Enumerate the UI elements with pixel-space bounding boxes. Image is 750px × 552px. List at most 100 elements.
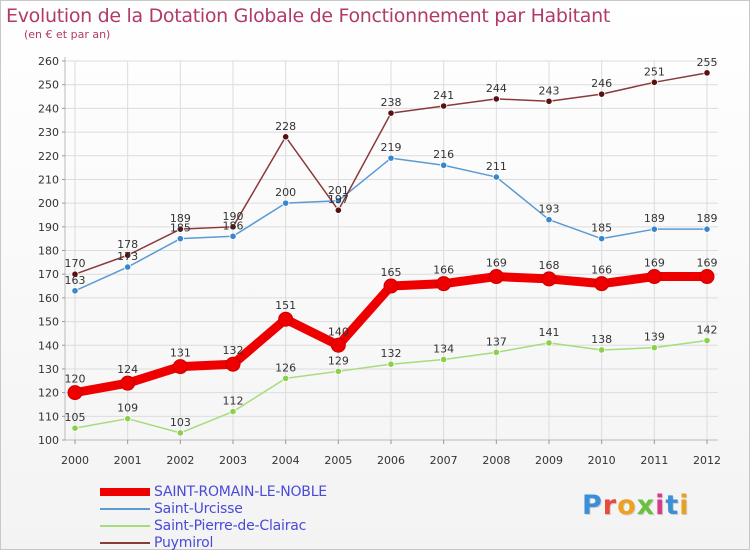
- data-label: 241: [433, 89, 454, 102]
- data-label: 219: [381, 141, 402, 154]
- data-point: [334, 197, 342, 205]
- x-tick-label: 2010: [588, 454, 616, 467]
- data-label: 151: [275, 299, 296, 312]
- data-label: 189: [170, 212, 191, 225]
- data-point: [650, 344, 658, 352]
- x-tick-label: 2004: [272, 454, 300, 467]
- data-point: [330, 337, 346, 353]
- data-point: [703, 336, 711, 345]
- data-point: [71, 287, 79, 295]
- data-label: 255: [697, 56, 718, 69]
- data-point: [650, 78, 658, 86]
- data-point: [440, 102, 448, 110]
- x-tick-label: 2009: [535, 454, 563, 467]
- data-point: [545, 339, 553, 347]
- data-point: [71, 270, 79, 278]
- data-point: [120, 375, 136, 391]
- y-tick-label: 150: [38, 316, 59, 329]
- y-tick-label: 160: [38, 292, 59, 305]
- data-label: 189: [644, 212, 665, 225]
- data-point: [703, 69, 711, 77]
- x-tick-label: 2001: [114, 454, 142, 467]
- x-tick-label: 2011: [640, 454, 668, 467]
- data-label: 243: [539, 84, 560, 97]
- data-label: 168: [539, 259, 560, 272]
- legend-label: Puymirol: [154, 535, 214, 551]
- data-point: [492, 173, 500, 181]
- x-tick-label: 2000: [61, 454, 89, 467]
- y-tick-label: 200: [38, 197, 59, 210]
- data-point: [282, 199, 290, 207]
- logo-letter: i: [679, 490, 690, 521]
- data-label: 178: [117, 238, 138, 251]
- data-label: 166: [433, 264, 454, 277]
- y-tick-label: 120: [38, 387, 59, 400]
- data-label: 142: [697, 324, 718, 337]
- logo-letter: P: [582, 490, 603, 521]
- data-label: 134: [433, 342, 454, 355]
- data-point: [646, 269, 662, 285]
- chart-subtitle: (en € et par an): [24, 28, 111, 41]
- y-tick-label: 260: [38, 55, 59, 68]
- data-point: [650, 225, 658, 233]
- data-label: 163: [65, 274, 86, 287]
- data-label: 126: [275, 361, 296, 374]
- logo-letter: i: [655, 490, 666, 521]
- data-point: [598, 235, 606, 243]
- data-point: [176, 429, 184, 437]
- data-label: 138: [591, 333, 612, 346]
- x-tick-label: 2005: [324, 454, 352, 467]
- data-label: 189: [697, 212, 718, 225]
- data-label: 190: [223, 210, 244, 223]
- y-tick-label: 130: [38, 363, 59, 376]
- series-saint-romain-le-noble: [67, 269, 715, 401]
- data-point: [282, 133, 290, 141]
- data-label: 185: [591, 222, 612, 235]
- data-point: [703, 225, 711, 233]
- data-label: 246: [591, 77, 612, 90]
- data-label: 141: [539, 326, 560, 339]
- data-label: 186: [223, 219, 244, 232]
- data-label: 238: [381, 96, 402, 109]
- data-point: [545, 97, 553, 105]
- data-point: [71, 424, 79, 432]
- data-label: 169: [644, 257, 665, 270]
- data-point: [387, 109, 395, 117]
- data-label: 166: [591, 264, 612, 277]
- data-label: 140: [328, 325, 349, 338]
- logo-letter: t: [665, 490, 680, 521]
- data-point: [387, 360, 395, 368]
- data-label: 137: [486, 335, 507, 348]
- series-layer: [67, 69, 715, 437]
- y-tick-label: 180: [38, 245, 59, 258]
- data-point: [172, 359, 188, 375]
- x-tick-label: 2003: [219, 454, 247, 467]
- legend-swatch: [100, 542, 150, 544]
- logo-letter: x: [636, 490, 656, 521]
- data-label: 109: [117, 402, 138, 415]
- series-saint-urcisse: [71, 154, 711, 295]
- data-point: [334, 367, 342, 375]
- legend-swatch: [100, 488, 150, 496]
- data-label: 244: [486, 82, 507, 95]
- data-point: [440, 161, 448, 169]
- data-label: 170: [65, 257, 86, 270]
- y-tick-label: 140: [38, 339, 59, 352]
- data-label: 185: [170, 222, 191, 235]
- grid-layer: [65, 60, 718, 441]
- data-label: 173: [117, 250, 138, 263]
- data-label: 200: [275, 186, 296, 199]
- data-point: [545, 216, 553, 224]
- data-label: 120: [65, 373, 86, 386]
- data-point: [278, 311, 294, 327]
- data-label: 129: [328, 354, 349, 367]
- x-tick-label: 2007: [430, 454, 458, 467]
- data-point: [387, 154, 395, 162]
- legend-label: SAINT-ROMAIN-LE-NOBLE: [154, 484, 327, 500]
- data-point: [699, 269, 715, 285]
- series-saint-pierre-de-clairac: [71, 336, 711, 437]
- data-point: [492, 348, 500, 356]
- data-label: 193: [539, 203, 560, 216]
